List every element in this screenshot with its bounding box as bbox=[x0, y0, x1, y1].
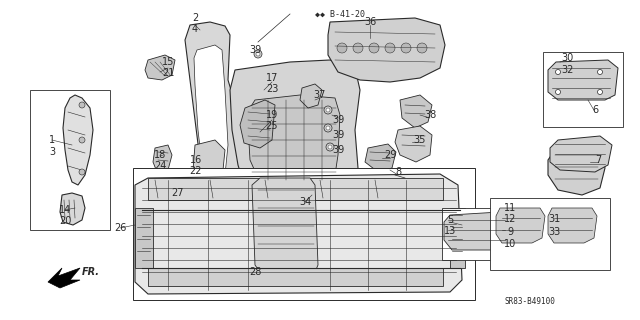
Polygon shape bbox=[135, 174, 462, 294]
Text: 28: 28 bbox=[249, 267, 261, 277]
Text: 25: 25 bbox=[266, 121, 278, 131]
Polygon shape bbox=[548, 60, 618, 100]
Circle shape bbox=[337, 43, 347, 53]
Text: 21: 21 bbox=[162, 68, 174, 78]
Bar bbox=[135, 208, 153, 268]
Circle shape bbox=[254, 50, 262, 58]
Text: 30: 30 bbox=[561, 53, 573, 63]
Text: 29: 29 bbox=[384, 150, 396, 160]
Text: 9: 9 bbox=[507, 227, 513, 237]
Circle shape bbox=[326, 143, 334, 151]
Text: 39: 39 bbox=[249, 45, 261, 55]
Polygon shape bbox=[194, 45, 228, 182]
Polygon shape bbox=[365, 144, 396, 172]
Polygon shape bbox=[550, 136, 612, 172]
Polygon shape bbox=[300, 84, 322, 108]
Text: 1: 1 bbox=[49, 135, 55, 145]
Text: 24: 24 bbox=[154, 161, 166, 171]
Circle shape bbox=[324, 106, 332, 114]
Circle shape bbox=[598, 90, 602, 94]
Text: 3: 3 bbox=[49, 147, 55, 157]
Text: 15: 15 bbox=[162, 57, 174, 67]
Polygon shape bbox=[193, 140, 225, 188]
Text: 35: 35 bbox=[414, 135, 426, 145]
Text: 5: 5 bbox=[447, 215, 453, 225]
Polygon shape bbox=[60, 193, 85, 225]
Text: 33: 33 bbox=[548, 227, 560, 237]
Text: 12: 12 bbox=[504, 214, 516, 224]
Circle shape bbox=[385, 43, 395, 53]
Circle shape bbox=[401, 43, 411, 53]
Text: 31: 31 bbox=[548, 214, 560, 224]
Circle shape bbox=[256, 52, 260, 56]
Text: 19: 19 bbox=[266, 110, 278, 120]
Polygon shape bbox=[548, 208, 597, 243]
Circle shape bbox=[328, 145, 332, 149]
Text: 2: 2 bbox=[192, 13, 198, 23]
Polygon shape bbox=[496, 208, 545, 243]
Circle shape bbox=[79, 169, 85, 175]
Text: 36: 36 bbox=[364, 17, 376, 27]
Circle shape bbox=[324, 124, 332, 132]
Polygon shape bbox=[185, 22, 245, 195]
Text: 8: 8 bbox=[395, 167, 401, 177]
Polygon shape bbox=[328, 18, 445, 82]
Bar bbox=[450, 208, 465, 268]
Bar bbox=[148, 178, 443, 200]
Polygon shape bbox=[63, 95, 93, 185]
Text: 37: 37 bbox=[314, 90, 326, 100]
Circle shape bbox=[556, 90, 561, 94]
Circle shape bbox=[556, 69, 561, 75]
Polygon shape bbox=[444, 212, 510, 250]
Polygon shape bbox=[395, 126, 432, 162]
Text: 23: 23 bbox=[266, 84, 278, 94]
Text: 7: 7 bbox=[595, 155, 601, 165]
Polygon shape bbox=[248, 95, 340, 183]
Text: 16: 16 bbox=[190, 155, 202, 165]
Polygon shape bbox=[548, 140, 605, 195]
Text: 22: 22 bbox=[189, 166, 202, 176]
Polygon shape bbox=[230, 60, 360, 198]
Text: 18: 18 bbox=[154, 150, 166, 160]
Text: 32: 32 bbox=[561, 65, 573, 75]
Polygon shape bbox=[400, 95, 432, 128]
Circle shape bbox=[598, 69, 602, 75]
Circle shape bbox=[79, 102, 85, 108]
Text: 38: 38 bbox=[424, 110, 436, 120]
Text: 20: 20 bbox=[59, 216, 71, 226]
Text: 17: 17 bbox=[266, 73, 278, 83]
Text: 11: 11 bbox=[504, 203, 516, 213]
Circle shape bbox=[417, 43, 427, 53]
Bar bbox=[543, 52, 623, 127]
Bar bbox=[133, 168, 475, 300]
Circle shape bbox=[79, 137, 85, 143]
Polygon shape bbox=[153, 145, 172, 172]
Text: 26: 26 bbox=[114, 223, 126, 233]
Polygon shape bbox=[240, 100, 275, 148]
Text: ◆◆ B-41-20: ◆◆ B-41-20 bbox=[315, 10, 365, 19]
Bar bbox=[442, 208, 514, 260]
Text: SR83-B49100: SR83-B49100 bbox=[504, 298, 556, 307]
Bar bbox=[490, 198, 610, 270]
Text: 27: 27 bbox=[172, 188, 184, 198]
Polygon shape bbox=[145, 55, 175, 80]
Bar bbox=[148, 268, 443, 286]
Text: 39: 39 bbox=[332, 145, 344, 155]
Polygon shape bbox=[252, 178, 318, 272]
Circle shape bbox=[353, 43, 363, 53]
Circle shape bbox=[326, 126, 330, 130]
Circle shape bbox=[326, 108, 330, 112]
Text: 10: 10 bbox=[504, 239, 516, 249]
Circle shape bbox=[369, 43, 379, 53]
Text: 13: 13 bbox=[444, 226, 456, 236]
Text: 14: 14 bbox=[59, 205, 71, 215]
Text: 39: 39 bbox=[332, 130, 344, 140]
Text: 34: 34 bbox=[299, 197, 311, 207]
Text: 39: 39 bbox=[332, 115, 344, 125]
Polygon shape bbox=[48, 268, 80, 288]
Text: FR.: FR. bbox=[82, 267, 100, 277]
Text: 6: 6 bbox=[592, 105, 598, 115]
Text: 4: 4 bbox=[192, 24, 198, 34]
Bar bbox=[30, 90, 110, 230]
